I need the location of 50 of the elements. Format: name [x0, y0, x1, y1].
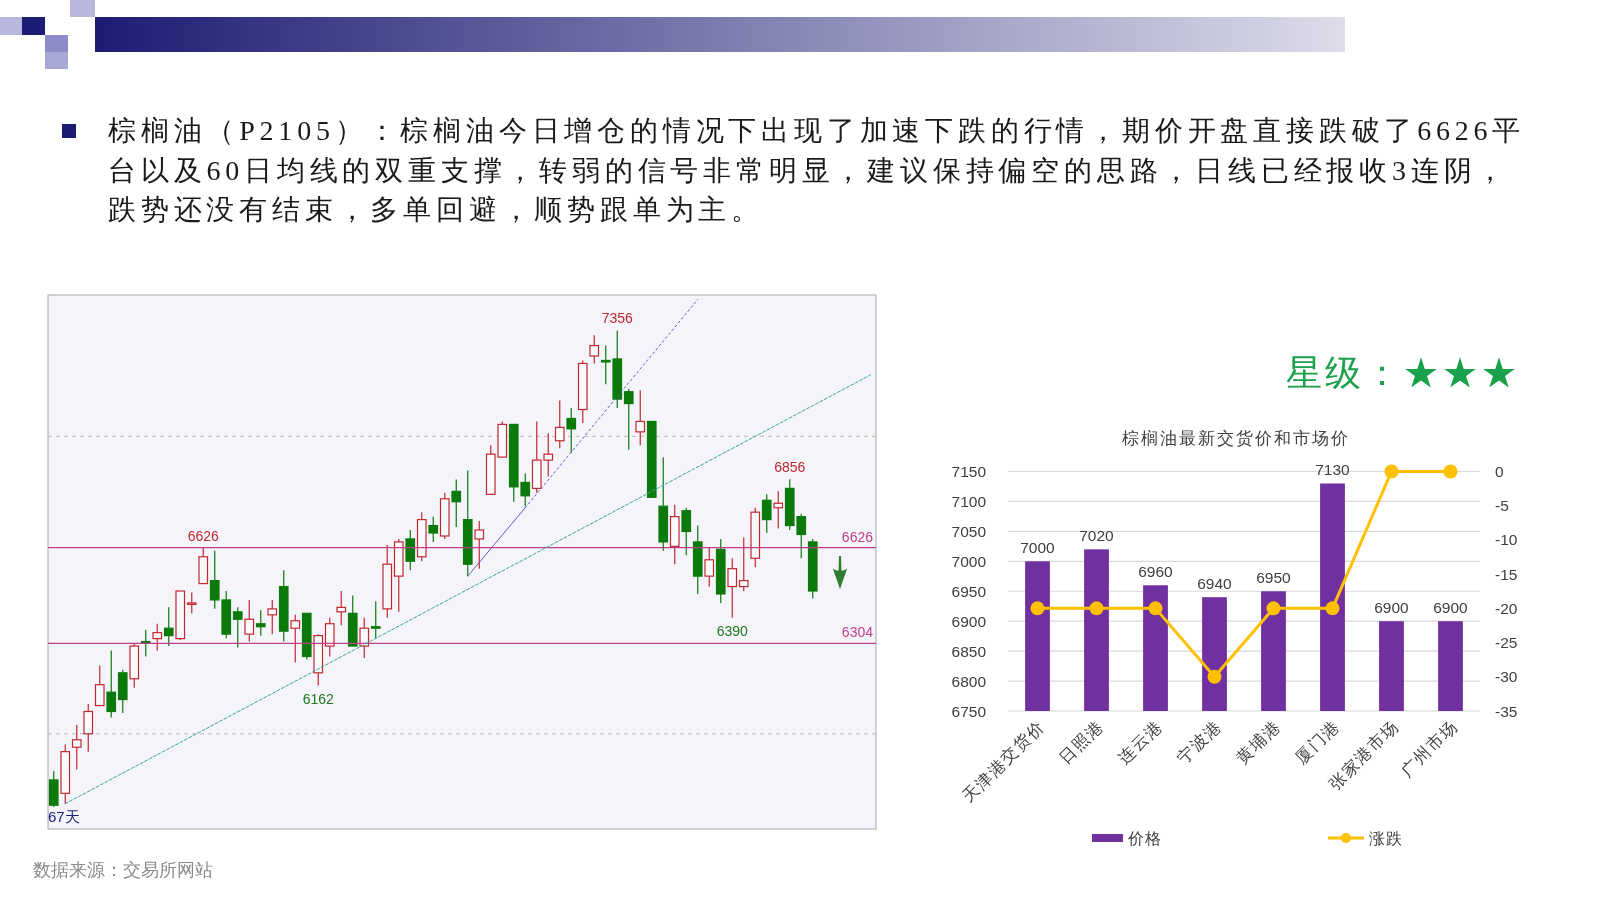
point — [1325, 601, 1340, 616]
source-note: 数据来源：交易所网站 — [33, 859, 213, 880]
y2-tick-label: -15 — [1495, 565, 1518, 583]
y2-tick-label: -20 — [1495, 599, 1518, 617]
annotation: 7356 — [601, 310, 634, 327]
data-label: 7020 — [1079, 527, 1115, 545]
data-label: 6940 — [1197, 575, 1233, 593]
y2-tick-label: -5 — [1495, 497, 1509, 515]
y-tick-label: 6950 — [951, 582, 987, 600]
point — [1207, 669, 1222, 684]
annotation: 6856 — [774, 459, 806, 476]
y-tick-label: 7100 — [951, 492, 987, 510]
y2-tick-label: -10 — [1495, 531, 1518, 549]
legend-label: 价格 — [1127, 829, 1162, 848]
y-tick-label: 7050 — [951, 522, 987, 540]
point — [1443, 464, 1458, 479]
y-tick-label: 6900 — [951, 612, 987, 630]
chart-title: 棕榈油最新交货价和市场价 — [1122, 428, 1350, 448]
y2-tick-label: 0 — [1495, 463, 1504, 480]
data-label: 6950 — [1256, 569, 1292, 587]
ref-line-label: 6626 — [841, 528, 874, 545]
data-label: 6900 — [1433, 599, 1469, 617]
y-tick-label: 6800 — [951, 672, 987, 690]
y2-tick-label: -25 — [1495, 634, 1518, 652]
x-tick-label: 宁波港 — [1173, 716, 1226, 769]
annotation: 6626 — [187, 527, 220, 544]
annotation: 67天 — [48, 808, 80, 825]
chart-title: 棕榈油（P2105）：棕榈油今日增仓的情况下出现了加速下跌的行情，期价开盘直接跌破了6626平台以及60日均线的双重支撑，转弱的信号非常明显，建议保持偏空的思路，日线已经报收3连阴，跌势还没有结束，多单回避，顺势跟单为主。 — [108, 114, 1527, 227]
y-tick-label: 7000 — [951, 552, 987, 570]
point — [1089, 601, 1104, 616]
x-tick-label: 黄埔港 — [1232, 716, 1285, 769]
point — [1384, 464, 1399, 479]
y2-tick-label: -30 — [1495, 668, 1518, 686]
y2-tick-label: -35 — [1495, 702, 1518, 720]
point — [1030, 601, 1045, 616]
data-label: 7130 — [1315, 461, 1351, 479]
data-label: 6960 — [1138, 563, 1174, 581]
x-tick-label: 连云港 — [1114, 716, 1167, 769]
data-label: 6900 — [1374, 599, 1410, 617]
ref-line-label: 6304 — [841, 624, 874, 641]
text: 星级：★★★ — [1286, 352, 1520, 393]
y-tick-label: 6850 — [951, 642, 987, 660]
y-tick-label: 7150 — [951, 463, 987, 480]
annotation: 6390 — [716, 622, 749, 639]
annotation: 6162 — [302, 690, 335, 707]
x-tick-label: 日照港 — [1055, 716, 1108, 769]
point — [1148, 601, 1163, 616]
legend-label: 涨跌 — [1369, 829, 1403, 848]
point — [1266, 601, 1281, 616]
data-label: 7000 — [1020, 539, 1056, 557]
